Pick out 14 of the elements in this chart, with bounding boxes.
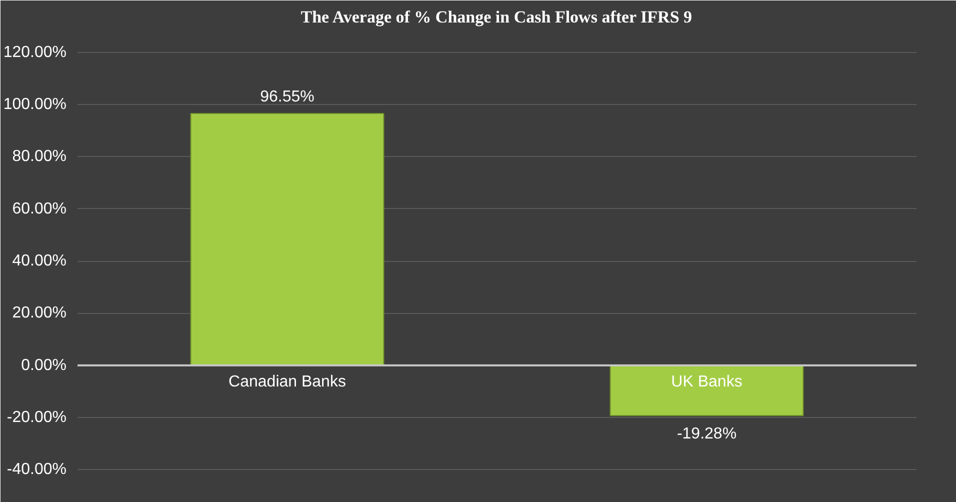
y-tick-label: 40.00% [12, 252, 66, 270]
y-tick-label: -20.00% [6, 408, 66, 426]
y-tick-label: 120.00% [3, 44, 67, 61]
y-tick-label: 20.00% [12, 304, 66, 322]
chart-title: The Average of % Change in Cash Flows after IFRS 9 [300, 8, 692, 26]
y-tick-label: 80.00% [12, 148, 66, 166]
y-tick-label: 60.00% [12, 200, 66, 218]
y-tick-label: 0.00% [21, 356, 67, 374]
y-tick-label: -40.00% [6, 461, 66, 478]
y-tick-label: 100.00% [3, 96, 67, 114]
x-tick-label: Canadian Banks [228, 373, 346, 390]
data-label: -19.28% [676, 426, 737, 443]
x-tick-label: UK Banks [671, 373, 742, 390]
data-label: 96.55% [260, 88, 314, 106]
